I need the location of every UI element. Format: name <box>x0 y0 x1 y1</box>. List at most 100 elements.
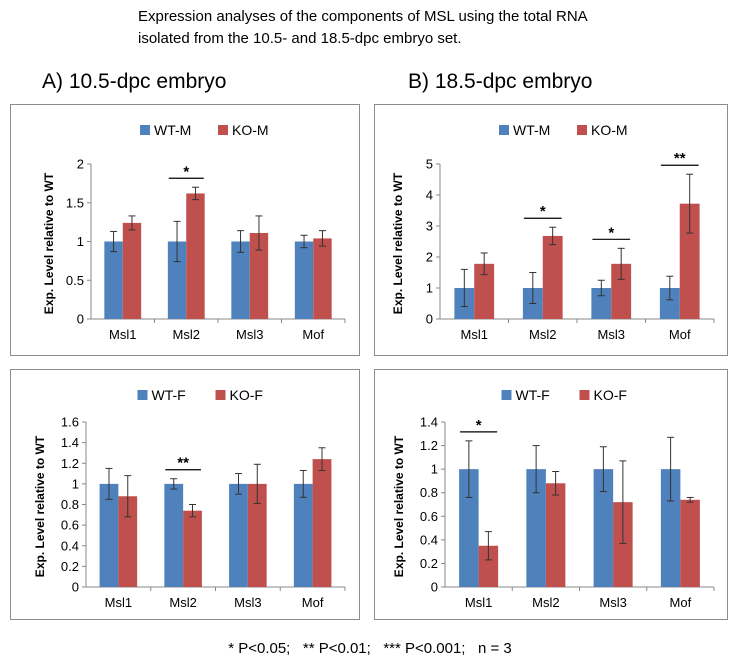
legend-label-wt-m: WT-M <box>513 122 550 138</box>
y-tick-label: 0 <box>431 580 438 595</box>
caption-line-1: Expression analyses of the components of… <box>138 8 588 25</box>
bar-wt-f-msl1 <box>459 469 479 587</box>
bar-ko-m-msl2 <box>186 193 205 319</box>
y-axis-title: Exp. Level relative to WT <box>392 435 406 577</box>
y-tick-label: 0.8 <box>420 485 438 500</box>
significance-label: * <box>476 417 482 434</box>
significance-footnote: * P<0.05; ** P<0.01; *** P<0.001; n = 3 <box>228 640 512 657</box>
legend-label-wt-f: WT-F <box>152 387 186 403</box>
chart-b-female: WT-F KO-F 0 0.2 0.4 0.6 0.8 1 1.2 1.4 Exp. Level r… <box>374 369 728 620</box>
bar-ko-f-msl2 <box>183 510 202 587</box>
y-tick-label: 0.5 <box>66 273 84 288</box>
legend-label-ko-f: KO-F <box>230 387 263 403</box>
bar-wt-m-msl3 <box>591 288 612 319</box>
legend-swatch-ko-m <box>577 125 587 135</box>
y-tick-label: 0.8 <box>61 497 79 512</box>
x-tick-label-msl3: Msl3 <box>236 327 263 342</box>
y-tick-label: 1.6 <box>61 415 79 430</box>
bar-ko-f-msl2 <box>545 483 566 587</box>
x-tick-label-msl1: Msl1 <box>109 327 136 342</box>
bar-ko-m-msl2 <box>542 235 563 319</box>
x-tick-label-mof: Mof <box>302 595 324 610</box>
bar-ko-m-msl1 <box>122 222 142 319</box>
y-tick-label: 0 <box>72 580 79 595</box>
bar-wt-f-msl2 <box>164 483 184 587</box>
bar-ko-f-mof <box>312 459 332 587</box>
chart-a-female: WT-F KO-F 0 0.2 0.4 0.6 0.8 1 1.2 1.4 1.6 Exp. Leve… <box>10 369 360 620</box>
y-tick-label: 5 <box>426 157 433 172</box>
bar-wt-m-msl3 <box>231 241 250 319</box>
chart-a-male: WT-M KO-M 0 0.5 1 1.5 2 Exp. Level relative to … <box>10 104 360 356</box>
bar-ko-m-msl3 <box>611 263 632 319</box>
legend-swatch-ko-f <box>579 390 590 400</box>
bar-ko-f-msl1 <box>478 545 499 587</box>
x-tick-label-msl2: Msl2 <box>529 327 556 342</box>
y-axis-title: Exp. Level relative to WT <box>391 172 405 314</box>
x-tick-label-mof: Mof <box>670 595 692 610</box>
panel-a-title: A) 10.5-dpc embryo <box>42 70 227 93</box>
caption-line-2: isolated from the 10.5- and 18.5-dpc emb… <box>138 30 462 47</box>
bar-wt-m-mof <box>294 241 314 319</box>
y-tick-label: 0.6 <box>420 509 438 524</box>
bar-wt-f-mof <box>660 469 681 587</box>
y-tick-label: 3 <box>426 219 433 234</box>
x-tick-label-msl1: Msl1 <box>105 595 132 610</box>
x-tick-label-msl2: Msl2 <box>173 327 200 342</box>
y-tick-label: 1 <box>426 281 433 296</box>
bar-ko-m-mof <box>679 203 700 319</box>
y-tick-label: 0 <box>77 312 84 327</box>
legend-swatch-ko-m <box>218 125 228 135</box>
panel-b-title: B) 18.5-dpc embryo <box>408 70 593 93</box>
x-tick-label-mof: Mof <box>302 327 324 342</box>
y-tick-label: 0.2 <box>420 556 438 571</box>
y-tick-label: 0.6 <box>61 518 79 533</box>
legend-swatch-ko-f <box>215 390 226 400</box>
legend-label-ko-m: KO-M <box>591 122 628 138</box>
x-tick-label-msl2: Msl2 <box>169 595 196 610</box>
bar-wt-f-mof <box>293 483 313 587</box>
significance-label: * <box>540 203 546 220</box>
y-tick-label: 2 <box>426 250 433 265</box>
bar-wt-f-msl2 <box>526 469 546 587</box>
y-axis-title: Exp. Level relative to WT <box>42 172 56 314</box>
y-tick-label: 2 <box>77 157 84 172</box>
x-tick-label-msl3: Msl3 <box>234 595 261 610</box>
y-tick-label: 0.4 <box>420 532 438 547</box>
y-tick-label: 0.2 <box>61 559 79 574</box>
legend-swatch-wt-f <box>137 390 148 400</box>
x-tick-label-msl1: Msl1 <box>461 327 488 342</box>
x-tick-label-mof: Mof <box>669 327 691 342</box>
bar-ko-f-msl1 <box>118 496 138 587</box>
chart-b-male: WT-M KO-M 0 1 2 3 4 5 Exp. Level relative to WT M… <box>374 104 728 356</box>
x-tick-label-msl3: Msl3 <box>599 595 626 610</box>
legend-label-ko-m: KO-M <box>232 122 269 138</box>
x-tick-label-msl3: Msl3 <box>598 327 625 342</box>
legend-swatch-wt-m <box>140 125 150 135</box>
y-tick-label: 1.2 <box>420 438 438 453</box>
y-tick-label: 1 <box>77 234 84 249</box>
legend-label-wt-f: WT-F <box>516 387 550 403</box>
y-tick-label: 1.4 <box>61 435 79 450</box>
y-tick-label: 1 <box>72 476 79 491</box>
bar-ko-m-msl3 <box>249 232 269 319</box>
bar-ko-m-msl1 <box>474 263 495 319</box>
y-axis-title: Exp. Level relative to WT <box>33 435 47 577</box>
y-tick-label: 1.5 <box>66 195 84 210</box>
y-tick-label: 1.2 <box>61 456 79 471</box>
significance-label: * <box>608 224 614 241</box>
x-tick-label-msl2: Msl2 <box>532 595 559 610</box>
y-tick-label: 1 <box>431 462 438 477</box>
bar-ko-f-msl3 <box>613 502 633 587</box>
bar-wt-f-msl3 <box>593 469 614 587</box>
bar-wt-f-msl3 <box>229 483 248 587</box>
y-tick-label: 1.4 <box>420 415 438 430</box>
bar-wt-m-msl2 <box>167 241 187 319</box>
legend-label-ko-f: KO-F <box>594 387 627 403</box>
figure-caption: Expression analyses of the components of… <box>138 6 698 50</box>
y-tick-label: 0 <box>426 312 433 327</box>
significance-label: ** <box>177 455 189 472</box>
bar-ko-m-mof <box>313 238 332 319</box>
x-tick-label-msl1: Msl1 <box>465 595 492 610</box>
bar-ko-f-msl3 <box>247 483 267 587</box>
significance-label: * <box>183 163 189 180</box>
